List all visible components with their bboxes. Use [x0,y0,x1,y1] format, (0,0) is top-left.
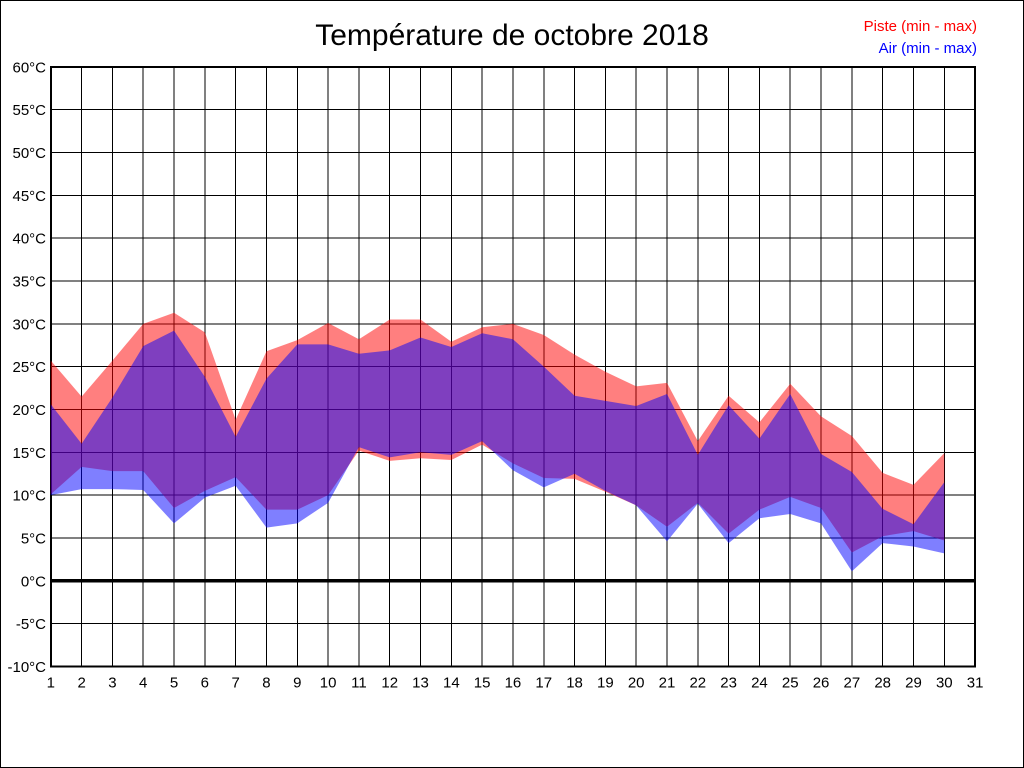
x-tick-label: 8 [262,675,270,692]
x-tick-label: 3 [108,675,116,692]
y-tick-label: 30°C [12,316,46,333]
x-tick-label: 11 [351,675,367,692]
y-tick-label: 35°C [12,274,46,291]
y-tick-label: -5°C [16,616,46,633]
y-tick-label: 20°C [12,402,46,419]
x-tick-label: 2 [77,675,85,692]
x-tick-label: 17 [535,675,552,692]
x-tick-label: 4 [139,675,147,692]
x-tick-label: 19 [597,675,614,692]
x-axis-labels: 1 2 3 4 5 6 7 8 9 10 11 12 13 14 15 16 17 18 19 20 21 22 23 24 2… [47,675,984,692]
y-tick-label: 15°C [12,445,46,462]
chart-legend: Piste (min - max) Air (min - max) [864,16,977,60]
x-tick-label: 24 [751,675,768,692]
x-tick-label: 16 [505,675,522,692]
x-tick-label: 28 [874,675,891,692]
y-tick-label: -10°C [7,659,46,676]
x-tick-label: 7 [231,675,239,692]
x-tick-label: 29 [905,675,922,692]
x-tick-label: 12 [381,675,398,692]
x-tick-label: 5 [170,675,178,692]
x-tick-label: 23 [720,675,737,692]
x-tick-label: 22 [689,675,706,692]
band-air [50,330,945,572]
x-tick-label: 6 [201,675,209,692]
x-tick-label: 10 [320,675,337,692]
y-tick-label: 55°C [12,102,46,119]
y-tick-label: 10°C [12,488,46,505]
y-tick-label: 50°C [12,145,46,162]
x-tick-label: 30 [936,675,953,692]
y-tick-label: 40°C [12,231,46,248]
chart-title: Température de octobre 2018 [315,19,709,52]
y-axis-labels: -10°C -5°C 0°C 5°C 10°C 15°C 20°C 25°C 30°C 35°C 4… [7,59,46,676]
y-tick-label: 45°C [12,188,46,205]
legend-entry-piste: Piste (min - max) [863,18,977,35]
x-tick-label: 20 [628,675,645,692]
x-tick-label: 14 [443,675,460,692]
x-tick-label: 18 [566,675,583,692]
x-tick-label: 21 [659,675,676,692]
x-tick-label: 13 [412,675,429,692]
y-tick-label: 0°C [21,573,46,590]
x-tick-label: 31 [967,675,984,692]
x-tick-label: 27 [844,675,861,692]
x-tick-label: 9 [293,675,301,692]
x-tick-label: 26 [813,675,830,692]
x-tick-label: 1 [47,675,55,692]
y-tick-label: 5°C [21,530,46,547]
legend-entry-air: Air (min - max) [878,40,977,57]
y-tick-label: 60°C [12,59,46,76]
y-tick-label: 25°C [12,359,46,376]
x-tick-label: 15 [474,675,491,692]
x-tick-label: 25 [782,675,799,692]
